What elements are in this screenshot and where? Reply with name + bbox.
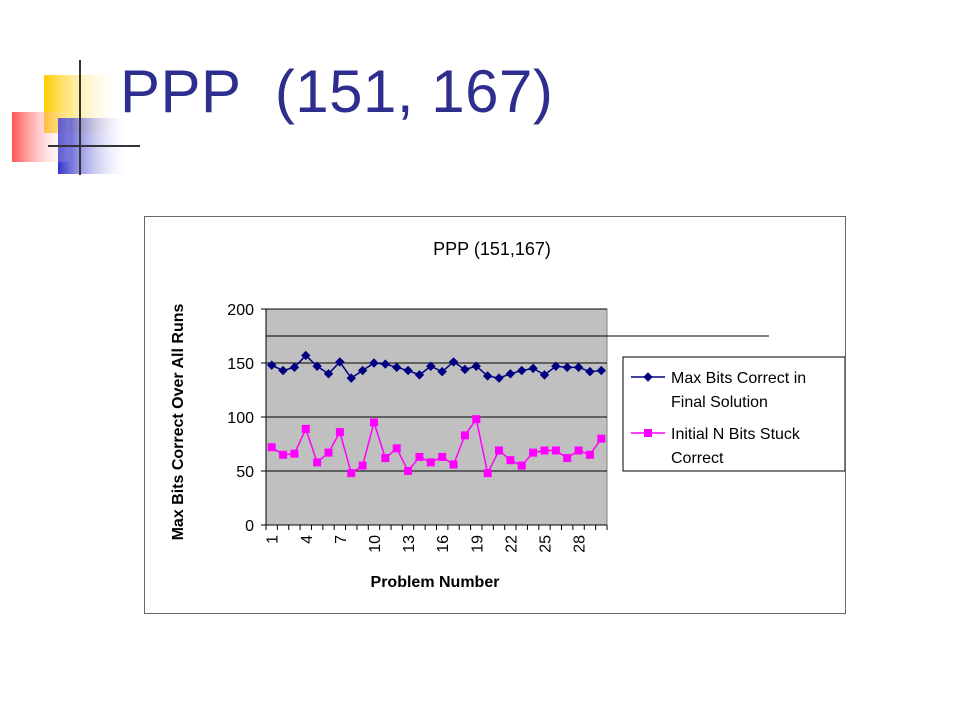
- data-point: [563, 454, 572, 463]
- legend-label: Initial N Bits Stuck Correct: [671, 426, 801, 467]
- data-point: [323, 369, 334, 379]
- data-point: [369, 418, 378, 427]
- data-point: [278, 365, 288, 376]
- chart-svg: PPP (151,167) Max Bits Correct Over All …: [170, 239, 845, 591]
- x-tick-label: 25: [537, 535, 554, 553]
- data-point: [471, 361, 481, 371]
- x-tick-label: 4: [299, 535, 316, 544]
- legend-marker: [643, 372, 653, 382]
- data-point: [313, 458, 322, 467]
- data-point: [517, 461, 526, 470]
- data-point: [597, 434, 606, 443]
- data-point: [358, 461, 367, 470]
- y-tick-label: 0: [245, 518, 254, 535]
- data-point: [414, 370, 425, 380]
- y-tick-label: 100: [227, 410, 254, 427]
- data-point: [346, 373, 356, 383]
- data-point: [483, 469, 492, 478]
- data-point: [301, 424, 310, 433]
- data-point: [426, 361, 436, 371]
- data-point: [574, 446, 583, 455]
- x-tick-label: 16: [435, 535, 452, 553]
- slide-title: PPP (151, 167): [120, 58, 554, 125]
- data-point: [290, 449, 299, 458]
- data-point: [449, 460, 458, 469]
- x-tick-label: 28: [572, 535, 589, 553]
- data-point: [494, 373, 504, 383]
- data-point: [301, 350, 311, 361]
- chart-title: PPP (151,167): [433, 239, 551, 259]
- x-tick-label: 1: [265, 535, 282, 544]
- data-point: [403, 365, 413, 376]
- x-tick-label: 13: [401, 535, 418, 553]
- x-tick-label: 22: [503, 535, 520, 553]
- data-point: [596, 365, 607, 376]
- data-point: [289, 362, 300, 373]
- legend-box: [622, 356, 845, 472]
- chart-frame: PPP (151,167) Max Bits Correct Over All …: [144, 216, 846, 614]
- data-point: [347, 469, 356, 478]
- data-point: [266, 360, 277, 370]
- data-point: [495, 446, 504, 455]
- data-point: [392, 444, 401, 453]
- legend-marker: [644, 429, 652, 437]
- x-tick-label: 7: [333, 535, 350, 544]
- data-point: [335, 357, 345, 367]
- data-point: [357, 365, 368, 376]
- y-axis-label: Max Bits Correct Over All Runs: [170, 304, 187, 541]
- data-point: [392, 362, 402, 373]
- data-point: [438, 452, 447, 461]
- x-tick-label: 19: [469, 535, 486, 553]
- data-point: [448, 357, 459, 367]
- x-axis-label: Problem Number: [371, 574, 500, 591]
- data-point: [381, 454, 390, 463]
- y-tick-label: 200: [227, 302, 254, 319]
- data-point: [460, 431, 469, 440]
- title-decoration: [12, 60, 140, 175]
- data-point: [539, 370, 550, 380]
- data-point: [335, 428, 344, 437]
- y-tick-label: 50: [236, 464, 254, 481]
- data-point: [585, 366, 595, 377]
- data-point: [540, 446, 549, 455]
- data-point: [369, 358, 379, 368]
- data-point: [472, 415, 481, 424]
- data-point: [460, 364, 470, 375]
- legend-label: Max Bits Correct in Final Solution: [671, 370, 806, 411]
- y-tick-label: 150: [227, 356, 254, 373]
- data-point: [573, 362, 584, 373]
- data-point: [562, 362, 572, 373]
- data-point: [312, 361, 322, 371]
- data-point: [437, 366, 447, 377]
- data-point: [380, 359, 391, 369]
- data-point: [404, 467, 413, 475]
- data-point: [267, 443, 276, 452]
- data-point: [415, 452, 424, 461]
- x-tick-label: 10: [367, 535, 384, 553]
- data-point: [528, 363, 538, 374]
- deco-red-square: [12, 112, 70, 162]
- data-point: [551, 446, 560, 455]
- data-point: [585, 450, 594, 459]
- data-point: [505, 369, 516, 379]
- data-point: [551, 361, 561, 371]
- legend: Max Bits Correct in Final Solution Initial…: [622, 356, 845, 472]
- data-point: [506, 456, 515, 465]
- data-point: [517, 365, 527, 376]
- data-point: [482, 371, 493, 381]
- data-point: [279, 450, 288, 459]
- data-point: [324, 448, 333, 457]
- data-point: [529, 448, 538, 457]
- data-point: [426, 458, 435, 467]
